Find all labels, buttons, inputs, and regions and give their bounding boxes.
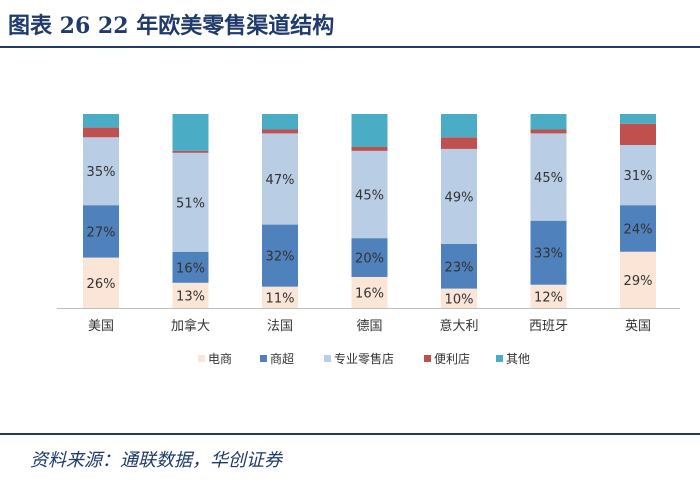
legend-label-0: 电商 (208, 351, 232, 366)
footer-divider (0, 433, 700, 435)
data-label-series-2-2: 47% (266, 173, 295, 188)
bar-segment-series-3-6 (620, 123, 656, 146)
bar-segment-series-0-1 (172, 282, 209, 308)
bar-segment-series-4-0 (83, 114, 119, 128)
data-label-series-2-0: 35% (87, 165, 116, 180)
data-label-series-0-4: 10% (445, 292, 474, 307)
data-label-series-2-5: 45% (534, 171, 563, 186)
data-label-series-1-2: 32% (266, 250, 295, 265)
legend-label-2: 专业零售店 (334, 351, 394, 366)
bar-segment-series-3-1 (172, 150, 209, 153)
bar-segment-series-0-6 (620, 251, 656, 308)
x-tick-label-0: 美国 (88, 319, 114, 334)
source-note: 资料来源：通联数据，华创证券 (30, 450, 282, 471)
bar-segment-series-0-3 (351, 276, 388, 308)
data-label-series-2-6: 31% (624, 169, 653, 184)
bar-segment-series-1-3 (351, 238, 388, 277)
bar-segment-series-1-4 (441, 243, 477, 289)
bar-segment-series-2-0 (83, 137, 119, 206)
data-label-series-0-1: 13% (176, 289, 205, 304)
data-label-series-1-0: 27% (87, 225, 116, 240)
x-tick-label-5: 西班牙 (529, 319, 568, 334)
x-tick-label-1: 加拿大 (171, 318, 210, 334)
bar-segment-series-1-6 (620, 205, 656, 252)
bar-segment-series-4-6 (620, 114, 656, 124)
bar-segment-series-3-3 (351, 146, 388, 151)
x-tick-label-2: 法国 (267, 319, 293, 334)
data-label-series-1-5: 33% (534, 247, 563, 262)
bar-segment-series-3-0 (83, 127, 119, 138)
bar-segment-series-2-5 (530, 133, 567, 221)
bar-segment-series-2-3 (351, 150, 388, 239)
data-label-series-0-6: 29% (624, 274, 653, 289)
data-label-series-2-4: 49% (445, 190, 474, 205)
bar-segment-series-4-5 (530, 114, 567, 130)
bar-segment-series-1-5 (530, 220, 567, 285)
legend-label-3: 便利店 (434, 352, 470, 366)
data-label-series-0-0: 26% (87, 277, 116, 292)
bar-segment-series-4-2 (262, 114, 298, 130)
bar-segment-series-1-2 (262, 224, 298, 287)
x-tick-label-6: 英国 (625, 319, 651, 334)
legend-swatch-3 (424, 355, 431, 362)
title-divider (0, 46, 700, 48)
data-label-series-0-5: 12% (534, 290, 563, 305)
data-label-series-1-4: 23% (445, 260, 474, 275)
data-label-series-2-1: 51% (176, 196, 205, 211)
legend-swatch-2 (324, 355, 331, 362)
bar-segment-series-1-0 (83, 205, 119, 258)
data-label-series-1-6: 24% (624, 222, 653, 237)
x-tick-label-4: 意大利 (439, 318, 478, 334)
bar-segment-series-0-5 (530, 284, 567, 308)
data-label-series-1-3: 20% (355, 252, 384, 267)
bar-segment-series-3-5 (530, 129, 567, 134)
bar-segment-series-1-1 (172, 251, 209, 283)
bar-segment-series-0-4 (441, 288, 477, 308)
bar-segment-series-2-2 (262, 133, 298, 225)
chart-title: 图表 26 22 年欧美零售渠道结构 (8, 13, 335, 39)
bar-segment-series-0-0 (83, 257, 119, 308)
data-label-series-1-1: 16% (176, 261, 205, 276)
bar-segment-series-0-2 (262, 286, 298, 308)
legend-label-4: 其他 (506, 352, 530, 366)
data-label-series-0-3: 16% (355, 286, 384, 301)
bar-segment-series-4-4 (441, 114, 477, 138)
bar-segment-series-4-1 (172, 114, 209, 151)
bar-segment-series-3-2 (262, 129, 298, 134)
legend-swatch-1 (260, 355, 267, 362)
stacked-bar-chart: 26% 27% 35% 美国 13% 16% 51% 加拿大 11% 32% 47% 法国 16% 20%… (57, 114, 680, 366)
legend-swatch-0 (198, 355, 205, 362)
bar-segment-series-2-1 (172, 152, 209, 252)
bar-segment-series-3-4 (441, 137, 477, 149)
bar-segment-series-4-3 (351, 114, 388, 147)
data-label-series-2-3: 45% (355, 189, 384, 204)
data-label-series-0-2: 11% (266, 291, 295, 306)
bar-segment-series-2-4 (441, 148, 477, 244)
legend-swatch-4 (496, 355, 503, 362)
x-tick-label-3: 德国 (356, 319, 382, 334)
legend-label-1: 商超 (270, 351, 294, 366)
bar-segment-series-2-6 (620, 145, 656, 206)
